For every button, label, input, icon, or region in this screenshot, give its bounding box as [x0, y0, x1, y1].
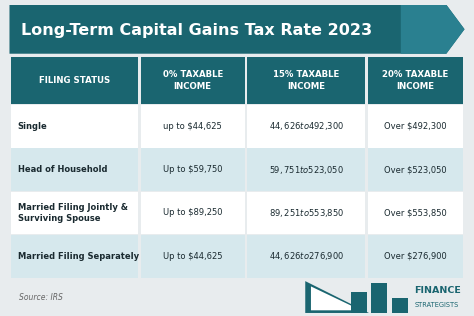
FancyBboxPatch shape	[11, 57, 138, 104]
FancyBboxPatch shape	[140, 148, 245, 191]
Text: $44,626 to $276,900: $44,626 to $276,900	[269, 250, 344, 262]
FancyBboxPatch shape	[247, 57, 365, 104]
FancyBboxPatch shape	[140, 191, 245, 234]
Text: up to $44,625: up to $44,625	[163, 122, 222, 131]
Text: $59,751 to $523,050: $59,751 to $523,050	[269, 164, 344, 176]
FancyBboxPatch shape	[368, 235, 463, 278]
FancyBboxPatch shape	[140, 235, 245, 278]
FancyBboxPatch shape	[11, 105, 138, 148]
Text: STRATEGISTS: STRATEGISTS	[414, 302, 459, 307]
Text: Up to $59,750: Up to $59,750	[163, 165, 222, 174]
FancyBboxPatch shape	[140, 57, 245, 104]
FancyBboxPatch shape	[11, 235, 138, 278]
Text: Married Filing Jointly &
Surviving Spouse: Married Filing Jointly & Surviving Spous…	[18, 203, 128, 223]
FancyBboxPatch shape	[247, 148, 365, 191]
FancyBboxPatch shape	[368, 191, 463, 234]
Polygon shape	[9, 5, 465, 54]
Text: Over $523,050: Over $523,050	[384, 165, 447, 174]
Text: 15% TAXABLE
INCOME: 15% TAXABLE INCOME	[273, 70, 339, 91]
FancyBboxPatch shape	[368, 148, 463, 191]
Text: Married Filing Separately: Married Filing Separately	[18, 252, 139, 261]
Text: 0% TAXABLE
INCOME: 0% TAXABLE INCOME	[163, 70, 223, 91]
Text: Over $492,300: Over $492,300	[384, 122, 447, 131]
Text: Head of Household: Head of Household	[18, 165, 107, 174]
FancyBboxPatch shape	[351, 292, 367, 313]
Text: Long-Term Capital Gains Tax Rate 2023: Long-Term Capital Gains Tax Rate 2023	[21, 23, 372, 38]
FancyBboxPatch shape	[11, 148, 138, 191]
Text: Source: IRS: Source: IRS	[19, 293, 63, 301]
FancyBboxPatch shape	[247, 105, 365, 148]
FancyBboxPatch shape	[247, 235, 365, 278]
Text: Single: Single	[18, 122, 47, 131]
Polygon shape	[305, 281, 369, 313]
Text: Up to $89,250: Up to $89,250	[163, 209, 222, 217]
FancyBboxPatch shape	[368, 105, 463, 148]
Text: $89,251 to $553,850: $89,251 to $553,850	[269, 207, 344, 219]
FancyBboxPatch shape	[392, 298, 408, 313]
Text: FINANCE: FINANCE	[414, 286, 461, 295]
Text: Over $276,900: Over $276,900	[384, 252, 447, 261]
Text: Up to $44,625: Up to $44,625	[163, 252, 222, 261]
Text: Over $553,850: Over $553,850	[384, 209, 447, 217]
FancyBboxPatch shape	[247, 191, 365, 234]
Polygon shape	[401, 5, 465, 54]
FancyBboxPatch shape	[371, 283, 387, 313]
FancyBboxPatch shape	[140, 105, 245, 148]
FancyBboxPatch shape	[368, 57, 463, 104]
Text: $44,626 to $492,300: $44,626 to $492,300	[269, 120, 344, 132]
Text: 20% TAXABLE
INCOME: 20% TAXABLE INCOME	[383, 70, 449, 91]
Polygon shape	[311, 286, 361, 310]
FancyBboxPatch shape	[11, 191, 138, 234]
Text: FILING STATUS: FILING STATUS	[39, 76, 110, 85]
